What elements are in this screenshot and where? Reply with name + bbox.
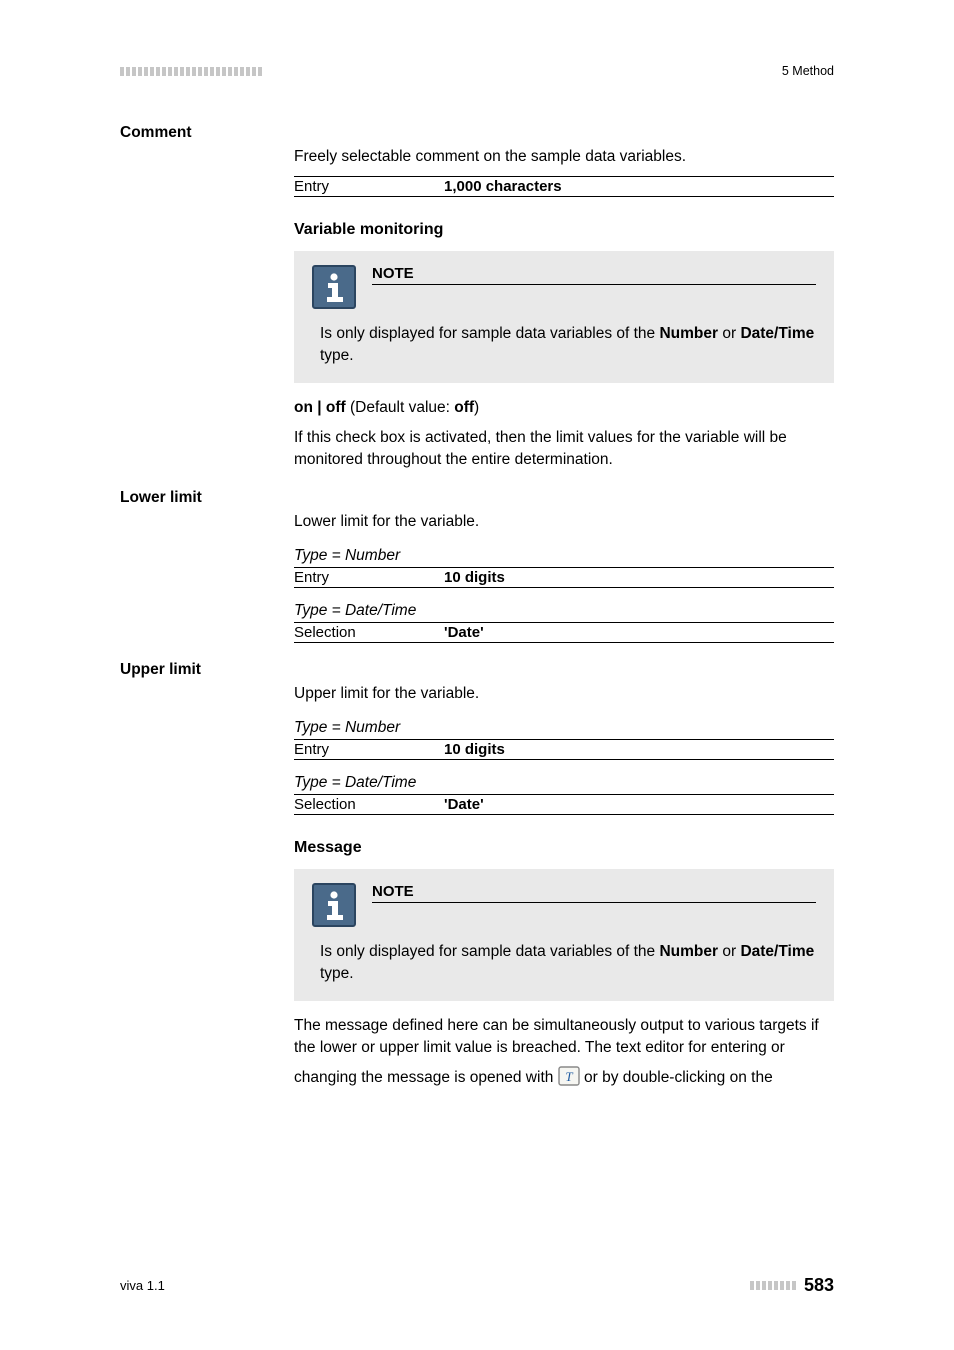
note-text: or xyxy=(718,943,740,960)
onoff-line: on | off (Default value: off) xyxy=(294,397,834,419)
upper-entry-key: Entry xyxy=(294,741,444,758)
note-box-variable-monitoring: NOTE Is only displayed for sample data v… xyxy=(294,251,834,383)
note-body-varmon: Is only displayed for sample data variab… xyxy=(320,323,816,367)
upper-limit-desc: Upper limit for the variable. xyxy=(294,683,834,705)
note-body-message: Is only displayed for sample data variab… xyxy=(320,941,816,985)
lower-type-number: Type = Number xyxy=(294,547,834,565)
header-ticks xyxy=(120,67,262,76)
field-label-upper-limit: Upper limit xyxy=(120,661,834,679)
lower-entry-key: Entry xyxy=(294,569,444,586)
note-text: Is only displayed for sample data variab… xyxy=(320,943,659,960)
page-footer: viva 1.1 583 xyxy=(120,1275,834,1296)
lower-entry-row: Entry 10 digits xyxy=(294,567,834,588)
lower-sel-val: 'Date' xyxy=(444,624,484,641)
page-header: 5 Method xyxy=(120,64,834,78)
onoff-default: off xyxy=(454,399,474,416)
lower-sel-row: Selection 'Date' xyxy=(294,622,834,643)
field-label-comment: Comment xyxy=(120,124,834,142)
chapter-label: 5 Method xyxy=(782,64,834,78)
lower-limit-desc: Lower limit for the variable. xyxy=(294,511,834,533)
note-text: type. xyxy=(320,965,354,982)
lower-sel-key: Selection xyxy=(294,624,444,641)
onoff-text: ) xyxy=(474,399,479,416)
note-text-bold: Date/Time xyxy=(740,943,814,960)
message-desc2-pre: changing the message is opened with xyxy=(294,1069,558,1086)
onoff-bold: on | off xyxy=(294,399,346,416)
note-text-bold: Date/Time xyxy=(740,325,814,342)
footer-ticks: 583 xyxy=(750,1275,834,1296)
upper-type-number: Type = Number xyxy=(294,719,834,737)
varmon-desc: If this check box is activated, then the… xyxy=(294,427,834,471)
upper-sel-key: Selection xyxy=(294,796,444,813)
info-icon xyxy=(312,883,356,927)
message-desc2: changing the message is opened with T or… xyxy=(294,1067,834,1089)
message-desc: The message defined here can be simultan… xyxy=(294,1015,834,1059)
footer-product: viva 1.1 xyxy=(120,1278,165,1293)
lower-entry-val: 10 digits xyxy=(444,569,505,586)
note-box-message: NOTE Is only displayed for sample data v… xyxy=(294,869,834,1001)
note-text: type. xyxy=(320,347,354,364)
note-title: NOTE xyxy=(372,265,816,285)
upper-type-datetime: Type = Date/Time xyxy=(294,774,834,792)
info-icon xyxy=(312,265,356,309)
page-number: 583 xyxy=(804,1275,834,1296)
note-text: or xyxy=(718,325,740,342)
comment-desc: Freely selectable comment on the sample … xyxy=(294,146,834,168)
section-variable-monitoring: Variable monitoring xyxy=(294,221,834,239)
lower-type-datetime: Type = Date/Time xyxy=(294,602,834,620)
upper-sel-row: Selection 'Date' xyxy=(294,794,834,815)
svg-text:T: T xyxy=(565,1069,573,1084)
upper-sel-val: 'Date' xyxy=(444,796,484,813)
note-text-bold: Number xyxy=(659,325,718,342)
upper-entry-row: Entry 10 digits xyxy=(294,739,834,760)
text-editor-icon: T xyxy=(558,1066,580,1086)
section-message: Message xyxy=(294,839,834,857)
upper-entry-val: 10 digits xyxy=(444,741,505,758)
comment-entry-row: Entry 1,000 characters xyxy=(294,176,834,197)
note-text-bold: Number xyxy=(659,943,718,960)
note-title: NOTE xyxy=(372,883,816,903)
comment-entry-val: 1,000 characters xyxy=(444,178,562,195)
message-desc2-post: or by double-clicking on the xyxy=(584,1069,773,1086)
field-label-lower-limit: Lower limit xyxy=(120,489,834,507)
comment-entry-key: Entry xyxy=(294,178,444,195)
note-text: Is only displayed for sample data variab… xyxy=(320,325,659,342)
onoff-text: (Default value: xyxy=(346,399,455,416)
